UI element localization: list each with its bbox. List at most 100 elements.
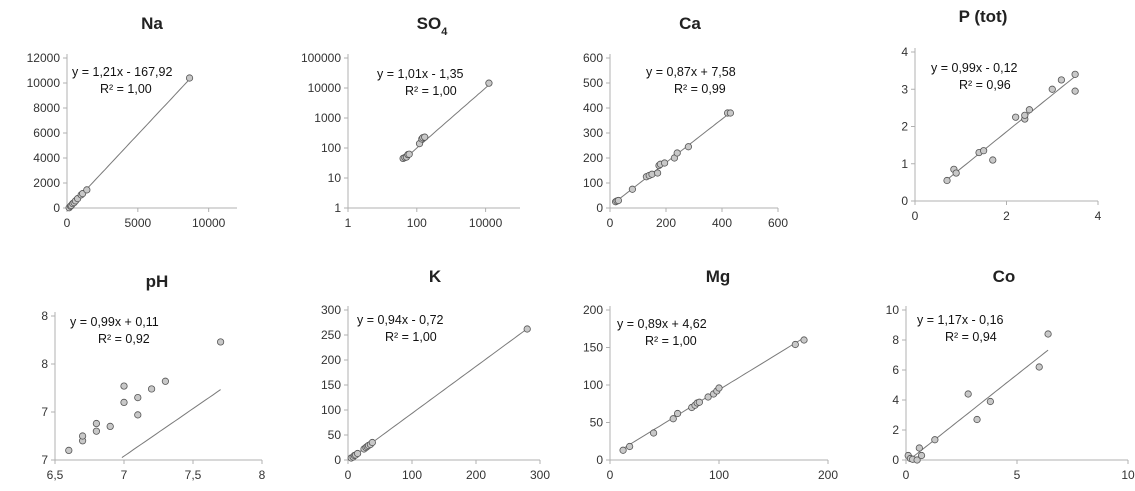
data-point [626, 442, 634, 451]
trendline [68, 78, 190, 209]
y-tick-label: 0 [901, 194, 908, 208]
r-squared: R² = 1,00 [645, 334, 697, 348]
chart-title: pH [146, 272, 169, 291]
chart-panel-7: Mg 0 50 100 150 200 0 100 200 y = 0,89x + 4,62 R² … [583, 267, 838, 482]
x-tick-label: 5000 [124, 216, 151, 230]
y-tick-label: 50 [590, 416, 604, 430]
x-tick-label: 0 [903, 468, 910, 482]
data-point [980, 147, 988, 155]
x-tick-label: 200 [818, 468, 838, 482]
x-tick-label: 100 [709, 468, 729, 482]
y-tick-label: 10 [328, 171, 342, 185]
data-point [106, 422, 114, 430]
r-squared: R² = 1,00 [405, 84, 457, 98]
trendline [350, 328, 528, 459]
y-tick-label: 0 [334, 453, 341, 467]
data-point [915, 444, 923, 452]
chart-title: Ca [679, 14, 701, 33]
chart-title: Mg [706, 267, 731, 286]
y-tick-label: 100 [321, 403, 341, 417]
chart-panel-3: Ca 0 100 200 300 400 500 600 0 200 400 600 y = 0,87x… [583, 14, 788, 230]
data-point [943, 176, 951, 185]
data-point [726, 109, 735, 117]
chart-panel-8: Co 0 2 4 6 8 10 0 5 10 y = 1,17x - 0,16 R² = 0,94 [886, 267, 1135, 482]
data-point [1025, 106, 1033, 114]
r-squared: R² = 1,00 [100, 82, 152, 96]
trendline [402, 84, 490, 161]
data-point [791, 340, 799, 349]
x-tick-label: 0 [607, 468, 614, 482]
data-point [673, 149, 681, 157]
trend-equation: y = 0,94x - 0,72 [357, 313, 444, 327]
r-squared: R² = 0,99 [674, 82, 726, 96]
trendline [121, 389, 221, 459]
data-point [619, 446, 627, 454]
x-tick-label: 2 [1003, 209, 1010, 223]
y-tick-label: 200 [583, 303, 603, 317]
x-tick-label: 10000 [469, 216, 503, 230]
trend-equation: y = 0,89x + 4,62 [617, 317, 707, 331]
trend-equation: y = 0,99x - 0,12 [931, 61, 1018, 75]
data-point [614, 196, 623, 205]
y-tick-label: 0 [596, 453, 603, 467]
chart-title: SO4 [417, 14, 449, 38]
x-tick-label: 6,5 [47, 468, 64, 482]
x-tick-label: 200 [656, 216, 676, 230]
data-point [161, 377, 169, 385]
y-tick-label: 400 [583, 101, 603, 115]
x-tick-label: 0 [912, 209, 919, 223]
y-tick-label: 10 [886, 303, 900, 317]
y-tick-label: 4000 [33, 151, 60, 165]
y-tick-label: 2000 [33, 176, 60, 190]
data-point [1071, 70, 1079, 78]
x-tick-label: 300 [530, 468, 550, 482]
y-tick-label: 1000 [314, 111, 341, 125]
y-tick-label: 7 [41, 405, 48, 419]
chart-title: K [429, 267, 442, 286]
data-point [653, 169, 662, 177]
y-tick-label: 0 [53, 201, 60, 215]
data-point [1021, 111, 1029, 119]
y-tick-label: 0 [596, 201, 603, 215]
data-point [1044, 330, 1052, 338]
y-tick-label: 8 [892, 333, 899, 347]
y-tick-label: 300 [583, 126, 603, 140]
x-tick-label: 5 [1014, 468, 1021, 482]
data-point [704, 393, 712, 401]
x-tick-label: 0 [345, 468, 352, 482]
data-point [715, 384, 723, 392]
y-tick-label: 200 [583, 151, 603, 165]
y-tick-label: 0 [892, 453, 899, 467]
trend-equation: y = 1,17x - 0,16 [917, 313, 1004, 327]
data-point [185, 74, 194, 82]
data-point [669, 415, 677, 423]
y-tick-label: 6000 [33, 126, 60, 140]
trendline [946, 76, 1076, 181]
data-point [673, 409, 682, 418]
y-tick-label: 500 [583, 76, 603, 90]
trend-equation: y = 1,01x - 1,35 [377, 67, 464, 81]
r-squared: R² = 0,92 [98, 332, 150, 346]
data-point [120, 382, 128, 390]
chart-panel-4: P (tot) 0 1 2 3 4 0 2 4 y = 0,99x - 0,12 R² = 0,96 [901, 7, 1101, 223]
x-tick-label: 0 [607, 216, 614, 230]
y-tick-label: 300 [321, 303, 341, 317]
data-point [695, 398, 703, 406]
trend-equation: y = 0,87x + 7,58 [646, 65, 736, 79]
x-tick-label: 7 [121, 468, 128, 482]
chart-panel-6: K 0 50 100 150 200 250 300 0 100 200 300 y = 0,94x -… [321, 267, 550, 482]
data-point [79, 432, 87, 440]
data-point [800, 336, 808, 344]
data-point [485, 79, 493, 87]
y-tick-label: 3 [901, 82, 908, 96]
chart-title: P (tot) [959, 7, 1008, 26]
r-squared: R² = 1,00 [385, 330, 437, 344]
x-tick-label: 4 [1095, 209, 1102, 223]
x-tick-label: 200 [466, 468, 486, 482]
x-tick-label: 7,5 [185, 468, 202, 482]
y-tick-label: 2 [892, 423, 899, 437]
x-tick-label: 100 [402, 468, 422, 482]
chart-title: Co [993, 267, 1016, 286]
y-tick-label: 100 [583, 176, 603, 190]
